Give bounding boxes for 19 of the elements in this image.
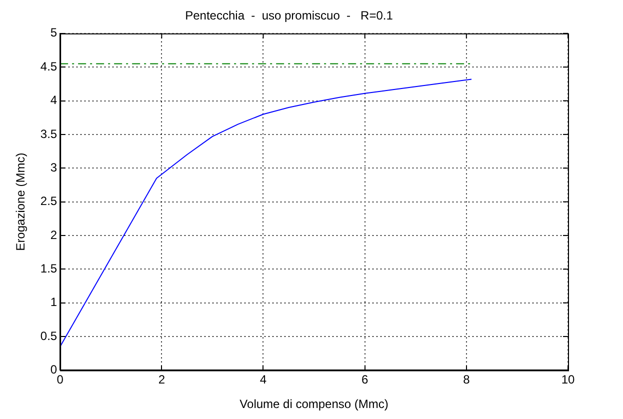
y-tick-label: 0.5	[40, 328, 58, 343]
y-tick-label: 0	[50, 362, 58, 377]
y-tick-label: 2.5	[40, 194, 58, 208]
y-tick-label: 4.5	[40, 59, 58, 74]
x-tick-label: 8	[463, 372, 470, 387]
x-tick-label: 6	[361, 372, 368, 387]
y-tick-label: 5	[50, 26, 58, 40]
y-tick-label: 2	[50, 228, 58, 242]
y-tick-label: 1.5	[40, 261, 58, 276]
y-tick-label: 4	[50, 93, 58, 108]
x-axis-title: Volume di compenso (Mmc)	[240, 397, 388, 412]
x-tick-label: 10	[561, 372, 575, 387]
x-tick-label: 4	[260, 372, 267, 387]
y-tick-label: 3	[50, 160, 58, 174]
x-tick-label: 2	[158, 372, 166, 387]
chart-title: Pentecchia - uso promiscuo - R=0.1	[185, 8, 394, 23]
y-axis-title: Erogazione (Mmc)	[14, 152, 28, 251]
y-tick-label: 3.5	[40, 126, 58, 141]
y-tick-label: 1	[50, 295, 58, 310]
